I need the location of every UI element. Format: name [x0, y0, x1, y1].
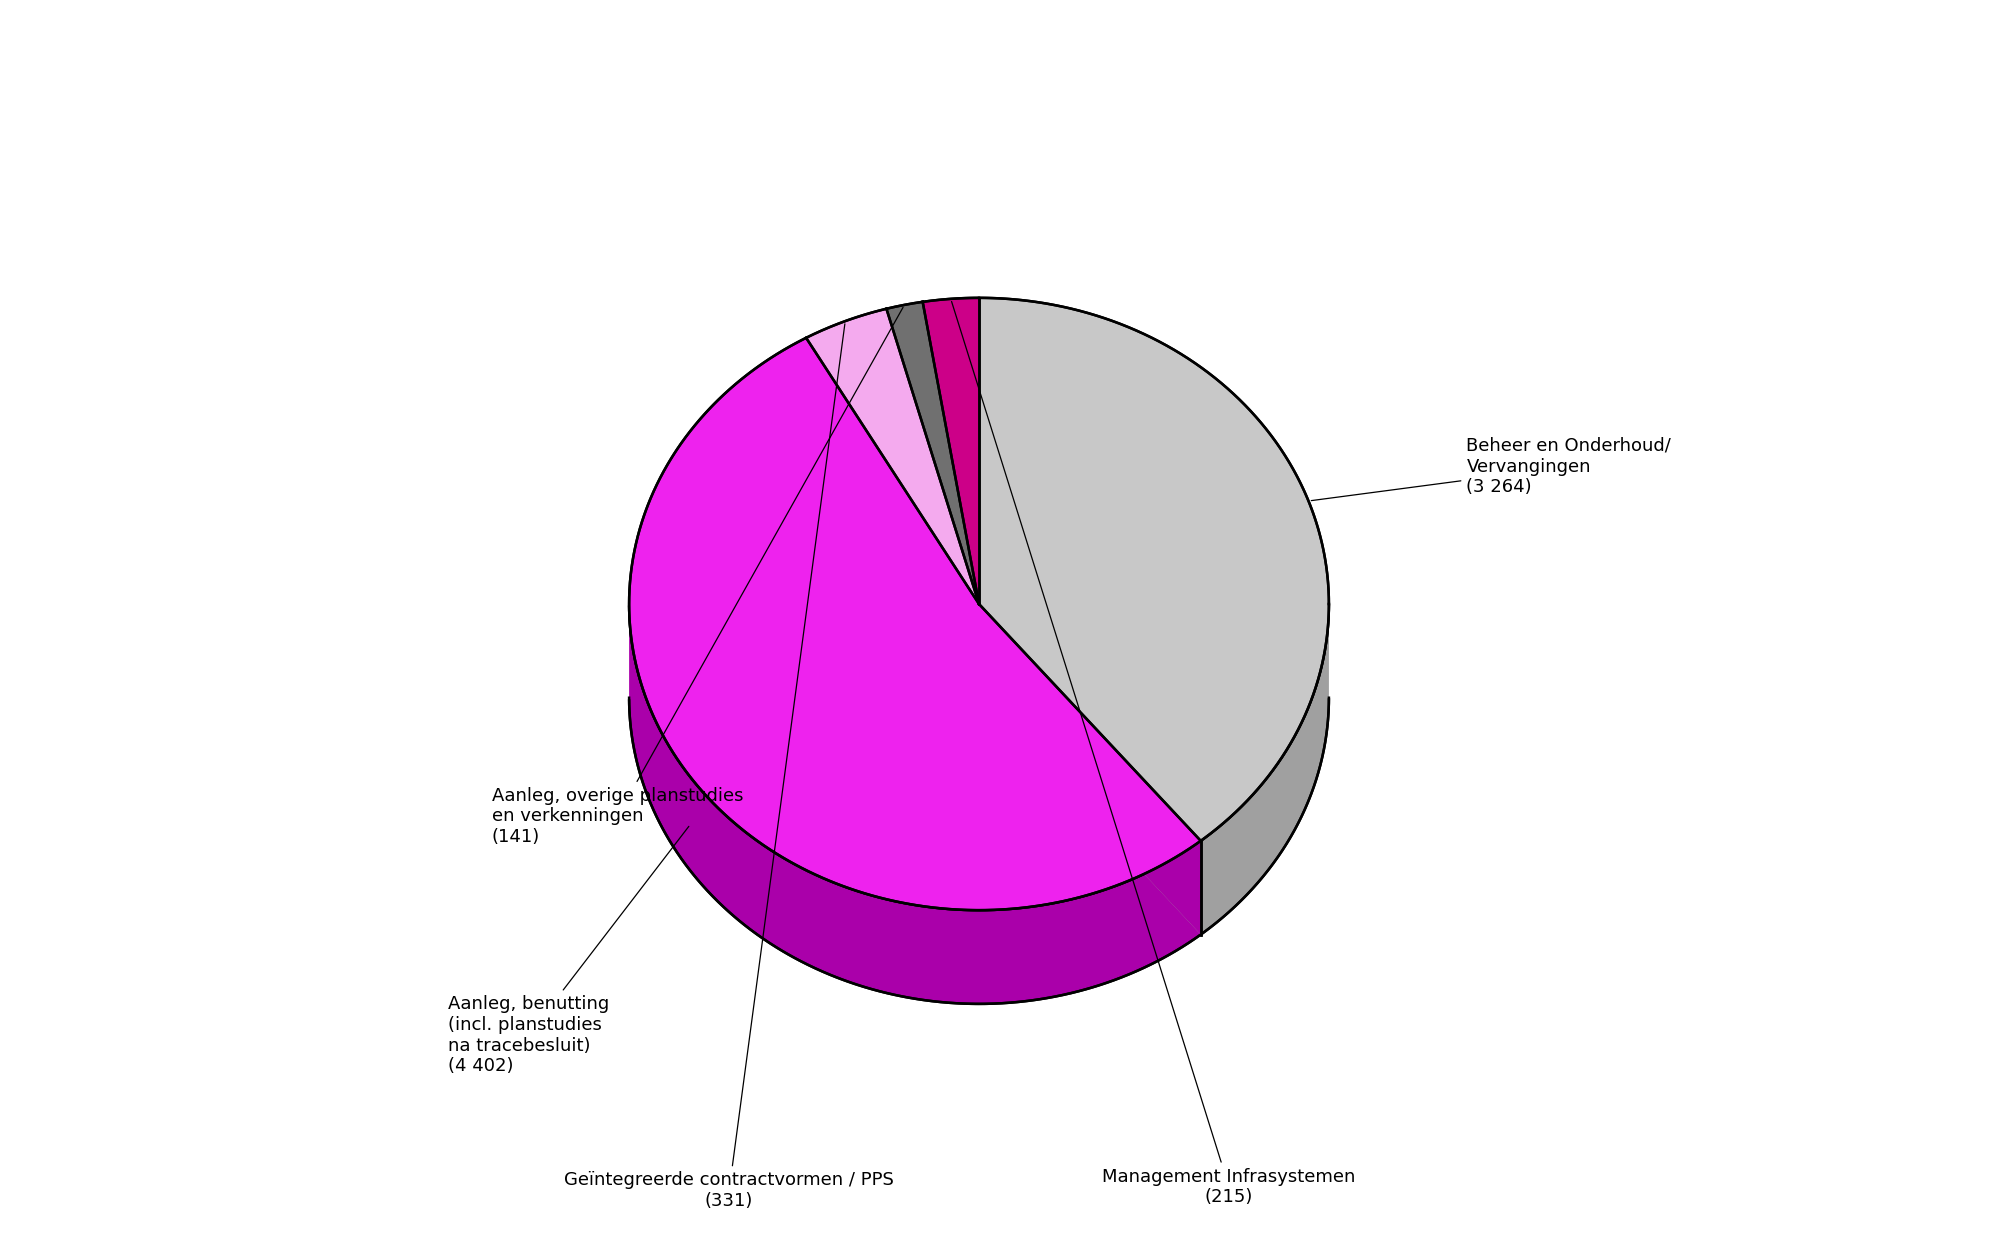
Text: Management Infrasystemen
(215): Management Infrasystemen (215) [951, 302, 1355, 1206]
Text: Aanleg, benutting
(incl. planstudies
na tracebesluit)
(4 402): Aanleg, benutting (incl. planstudies na … [448, 827, 688, 1076]
Polygon shape [979, 298, 1329, 840]
Text: Aanleg, overige planstudies
en verkenningen
(141): Aanleg, overige planstudies en verkennin… [492, 307, 903, 847]
Polygon shape [805, 308, 979, 604]
Polygon shape [979, 604, 1200, 935]
Polygon shape [628, 338, 1200, 911]
Text: Beheer en Onderhoud/
Vervangingen
(3 264): Beheer en Onderhoud/ Vervangingen (3 264… [1311, 437, 1670, 501]
Text: Geïntegreerde contractvormen / PPS
(331): Geïntegreerde contractvormen / PPS (331) [564, 323, 893, 1210]
Polygon shape [628, 606, 1200, 1004]
Polygon shape [979, 604, 1200, 935]
Polygon shape [1200, 606, 1329, 935]
Polygon shape [885, 302, 979, 604]
Polygon shape [921, 298, 979, 604]
